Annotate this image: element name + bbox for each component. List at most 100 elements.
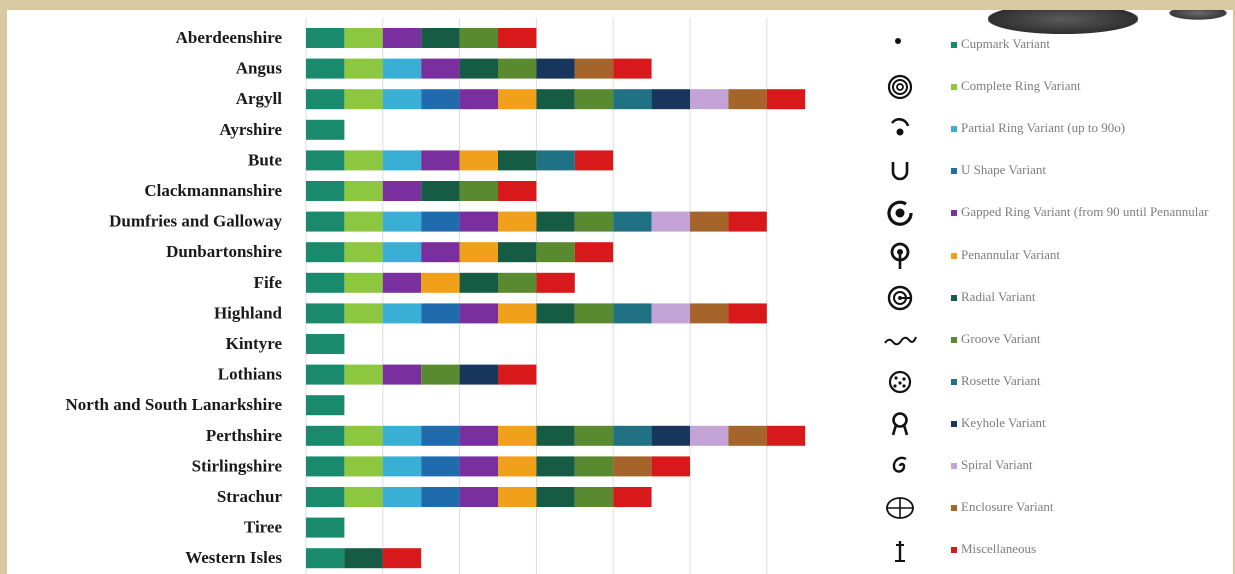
bar-segment [651,89,690,110]
legend-item: Enclosure Variant [883,491,1233,533]
bar-segment [382,150,422,171]
bar-segment [306,272,345,293]
bar-segment [344,303,383,324]
bar-segment [459,211,498,232]
legend-swatch [951,168,957,175]
bar-segment [613,303,652,324]
legend-label: Partial Ring Variant (up to 90o) [961,120,1126,136]
bar-segment [459,89,498,110]
legend-item: Partial Ring Variant (up to 90o) [883,112,1233,154]
bar-segment [574,150,614,171]
bar-segment [574,303,614,324]
bar-segment [498,272,537,293]
legend-item: Penannular Variant [883,239,1233,281]
partial-ring-icon [883,112,917,146]
legend-item: Rosette Variant [883,365,1233,407]
bar-segment [382,548,422,569]
penannular-icon [883,239,917,273]
legend-item: Complete Ring Variant [883,70,1233,112]
bar-segment [306,334,345,354]
bar-segment [421,150,460,171]
bar-segment [690,211,729,232]
category-label: Dunbartonshire [166,242,282,261]
legend-item: Radial Variant [883,281,1233,323]
legend-label: Rosette Variant [961,372,1041,388]
bar-segment [344,58,383,79]
legend-item: Spiral Variant [883,449,1233,491]
bar-segment [306,119,345,140]
category-label: Angus [236,59,283,78]
legend-item: Gapped Ring Variant (from 90 until Penan… [883,196,1233,238]
bar-segment [728,211,767,232]
bar-segment [344,150,383,171]
bar-segment [344,242,383,263]
bar-segment [498,242,537,263]
bar-segment [306,487,345,507]
legend-label: U Shape Variant [961,162,1046,178]
legend-label: Groove Variant [961,330,1041,346]
bar-segment [421,456,460,477]
bar-segment [690,425,729,446]
keyhole-icon [883,407,917,441]
category-label: North and South Lanarkshire [66,395,283,414]
bar-segment [498,181,537,201]
bar-segment [690,89,729,110]
category-label: Kintyre [226,334,283,353]
bar-segment [574,425,614,446]
bar-segment [344,487,383,507]
bar-segment [613,89,652,110]
bar-segment [344,548,383,569]
bar-segment [382,28,422,48]
legend-item: U Shape Variant [883,154,1233,196]
legend-swatch [951,210,957,217]
bar-segment [459,28,498,48]
bar-segment [536,425,575,446]
u-shape-icon [883,154,917,188]
bar-segment [613,58,652,79]
bar-segment [344,364,383,385]
bar-segment [498,89,537,110]
legend-label: Miscellaneous [961,541,1037,557]
legend-label: Cupmark Variant [961,36,1050,51]
legend-item: Cupmark Variant [883,28,1233,70]
bar-segment [498,58,537,79]
bar-segment [459,487,498,507]
bar-segment [613,456,652,477]
bar-segment [536,456,575,477]
enclosure-icon [883,491,917,525]
bar-segment [459,242,498,263]
legend-swatch [951,252,957,259]
bar-segment [459,150,498,171]
legend-label: Gapped Ring Variant (from 90 until Penan… [961,204,1209,220]
legend-item: Keyhole Variant [883,407,1233,449]
category-label: Perthshire [206,426,283,445]
category-label: Lothians [218,365,283,384]
bar-segment [382,425,422,446]
bar-segment [574,211,614,232]
bar-segment [498,456,537,477]
legend-swatch [951,420,957,427]
bar-segment [421,272,460,293]
bar-segment [498,303,537,324]
concentric-rings-icon [883,70,917,104]
bar-segment [382,303,422,324]
bar-segment [498,425,537,446]
bar-segment [613,487,652,507]
bar-segment [421,487,460,507]
legend-swatch [951,547,957,554]
bar-segment [421,425,460,446]
category-label: Ayrshire [219,120,282,139]
bar-segment [536,303,575,324]
groove-icon [883,323,917,357]
bar-segment [459,364,498,385]
bar-segment [459,303,498,324]
bar-segment [651,425,690,446]
bar-segment [766,425,806,446]
bar-segment [536,89,575,110]
bar-segment [574,242,614,263]
bar-segment [421,28,460,48]
bar-segment [574,58,614,79]
category-label: Stirlingshire [192,456,283,475]
bar-segment [421,58,460,79]
bar-segment [344,425,383,446]
